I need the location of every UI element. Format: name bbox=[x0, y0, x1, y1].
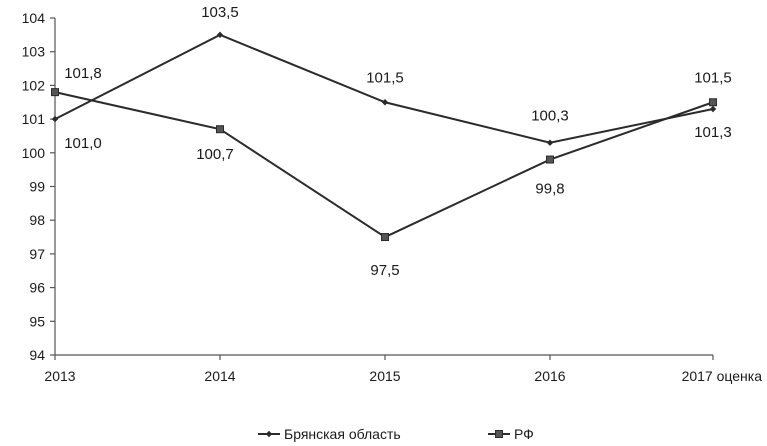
series-bryansk-region bbox=[51, 31, 717, 146]
square-marker bbox=[381, 233, 389, 242]
y-tick-label: 102 bbox=[22, 77, 46, 93]
y-tick-label: 97 bbox=[29, 246, 45, 262]
y-tick-label: 103 bbox=[22, 44, 46, 60]
data-label: 101,5 bbox=[694, 69, 732, 86]
data-label: 101,8 bbox=[64, 65, 102, 82]
data-label: 97,5 bbox=[370, 262, 399, 279]
square-marker bbox=[709, 98, 717, 107]
diamond-marker bbox=[546, 139, 554, 146]
y-tick-label: 104 bbox=[22, 10, 46, 26]
diamond-marker bbox=[265, 430, 273, 438]
series-line bbox=[54, 33, 714, 144]
square-marker bbox=[546, 155, 554, 164]
data-label: 103,5 bbox=[201, 4, 239, 21]
y-tick-label: 95 bbox=[29, 313, 45, 329]
x-tick-label: 2014 bbox=[204, 368, 235, 384]
data-label: 99,8 bbox=[535, 181, 564, 198]
data-label: 100,7 bbox=[196, 146, 234, 163]
diamond-marker bbox=[709, 105, 717, 113]
legend-label: РФ bbox=[514, 426, 534, 442]
legend-item-bryansk-region: Брянская область bbox=[258, 426, 401, 442]
series-layer bbox=[51, 31, 717, 242]
y-axis: 94 95 96 97 98 99 100 101 102 103 104 bbox=[22, 10, 56, 363]
y-tick-label: 100 bbox=[22, 145, 46, 161]
diamond-marker bbox=[51, 115, 59, 123]
x-tick-label: 2016 bbox=[534, 368, 565, 384]
legend: Брянская область РФ bbox=[258, 426, 534, 442]
x-axis: 2013 2014 2015 2016 2017 оценка bbox=[44, 354, 763, 384]
data-label: 101,5 bbox=[366, 69, 404, 86]
data-label: 101,0 bbox=[64, 135, 102, 152]
y-tick-label: 94 bbox=[29, 347, 45, 363]
square-marker bbox=[495, 430, 503, 438]
data-labels: 101,0 103,5 101,5 100,3 101,3 101,8 100,7 97,5 9… bbox=[64, 4, 732, 279]
y-tick-label: 96 bbox=[29, 280, 45, 296]
series-rf bbox=[51, 88, 717, 242]
square-marker bbox=[216, 125, 224, 134]
x-tick-label: 2015 bbox=[369, 368, 400, 384]
y-tick-label: 101 bbox=[22, 111, 46, 127]
diamond-marker bbox=[216, 31, 224, 39]
legend-item-rf: РФ bbox=[488, 426, 534, 442]
legend-label: Брянская область bbox=[284, 426, 401, 442]
series-line bbox=[54, 91, 714, 239]
y-tick-label: 99 bbox=[29, 179, 45, 195]
data-label: 101,3 bbox=[694, 124, 732, 141]
x-tick-label: 2017 оценка bbox=[682, 368, 763, 384]
square-marker bbox=[51, 88, 59, 97]
data-label: 100,3 bbox=[531, 108, 569, 125]
y-tick-label: 98 bbox=[29, 212, 45, 228]
diamond-marker bbox=[381, 99, 389, 106]
x-tick-label: 2013 bbox=[44, 368, 75, 384]
